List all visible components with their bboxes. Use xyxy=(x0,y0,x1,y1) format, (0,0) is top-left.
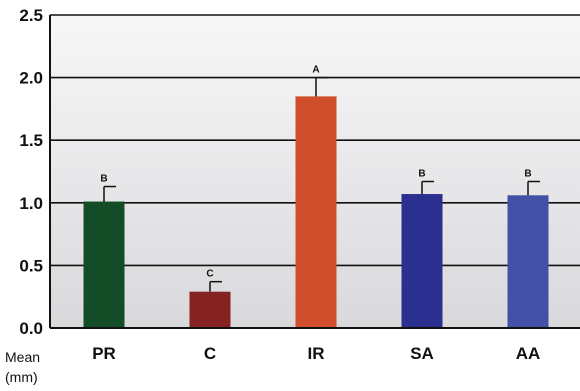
axes xyxy=(49,15,580,329)
labels: 0.0 0.5 1.0 1.5 2.0 2.5 B PR C C A IR B SA B AA Mean (mm) xyxy=(5,6,540,385)
x-tick-label: SA xyxy=(410,344,434,363)
y-tick-label: 0.5 xyxy=(19,256,43,275)
x-tick-label: PR xyxy=(92,344,116,363)
x-tick-label: IR xyxy=(308,344,325,363)
y-axis-label: (mm) xyxy=(5,369,38,385)
x-tick-label: AA xyxy=(516,344,541,363)
y-tick-label: 2.5 xyxy=(19,6,43,25)
significance-label: A xyxy=(312,65,319,76)
x-tick-label: C xyxy=(204,344,216,363)
y-tick-label: 1.0 xyxy=(19,194,43,213)
bars xyxy=(83,76,549,328)
bar-c xyxy=(189,291,231,328)
bar-sa xyxy=(401,194,443,328)
y-tick-label: 2.0 xyxy=(19,69,43,88)
significance-label: B xyxy=(100,174,107,185)
y-tick-label: 0.0 xyxy=(19,319,43,338)
bar-pr xyxy=(83,201,125,328)
bar-ir xyxy=(295,96,337,328)
significance-label: C xyxy=(206,269,213,280)
y-tick-label: 1.5 xyxy=(19,131,43,150)
bar-aa xyxy=(507,195,549,328)
significance-label: B xyxy=(524,169,531,180)
y-axis-label: Mean xyxy=(5,349,40,365)
significance-label: B xyxy=(418,169,425,180)
